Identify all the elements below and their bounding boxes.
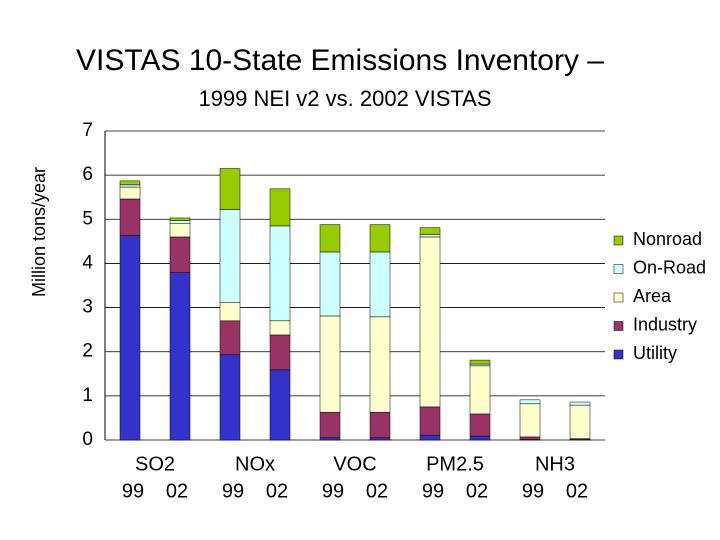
bar-segment [169, 236, 191, 273]
y-tick-label: 1 [82, 385, 93, 406]
x-tick-label: 99 [522, 480, 544, 502]
y-axis-title: Million tons/year [29, 167, 49, 297]
legend-label: Utility [633, 343, 677, 363]
bar-segment [119, 235, 141, 441]
legend-label: Area [633, 286, 672, 306]
group-label: PM2.5 [426, 453, 484, 475]
bar-segment [319, 315, 341, 413]
bar-segment [169, 272, 191, 441]
x-tick-label: 99 [422, 480, 444, 502]
legend-swatch [613, 292, 624, 303]
chart-subtitle: 1999 NEI v2 vs. 2002 VISTAS [198, 86, 491, 111]
y-tick-label: 3 [82, 297, 93, 318]
x-tick-label: 02 [266, 480, 288, 502]
bar-segment [269, 188, 291, 227]
x-tick-label: 99 [322, 480, 344, 502]
bar-segment [269, 334, 291, 371]
y-tick-label: 5 [82, 208, 93, 229]
bar-segment [419, 236, 441, 408]
bar-segment [369, 224, 391, 253]
bar-segment [219, 209, 241, 303]
bar-segment [119, 180, 141, 186]
group-label: SO2 [135, 453, 175, 475]
x-tick-label: 02 [566, 480, 588, 502]
x-tick-label: 02 [166, 480, 188, 502]
bar-segment [319, 251, 341, 317]
x-tick-label: 02 [466, 480, 488, 502]
bar-segment [469, 359, 491, 365]
bar-segment [519, 403, 541, 438]
bar-segment [369, 251, 391, 318]
bar-segment [319, 224, 341, 253]
y-tick-label: 2 [82, 341, 93, 362]
bar-segment [219, 302, 241, 322]
bar-segment [269, 369, 291, 441]
bar-segment [569, 404, 591, 439]
bar-segment [419, 234, 441, 238]
bar-segment [169, 217, 191, 221]
y-tick-label: 6 [82, 164, 93, 185]
bar-segment [119, 186, 141, 200]
bar-segment [119, 184, 141, 188]
y-tick-label: 7 [82, 120, 93, 141]
y-tick-label: 4 [82, 252, 93, 273]
legend-label: Nonroad [633, 229, 702, 249]
legend-swatch [613, 264, 624, 274]
chart-title: VISTAS 10-State Emissions Inventory – [76, 44, 604, 77]
bar-segment [519, 399, 541, 405]
bar-segment [269, 225, 291, 322]
bar-segment [319, 411, 341, 439]
bar-segment [369, 316, 391, 413]
y-tick-label: 0 [82, 429, 93, 450]
bar-segment [169, 223, 191, 238]
bar-segment [519, 436, 541, 440]
bar-segment [469, 435, 491, 441]
legend-swatch [613, 235, 624, 246]
bar-segment [219, 168, 241, 210]
bar-segment [369, 437, 391, 441]
bar-segment [219, 320, 241, 356]
bar-segment [269, 320, 291, 336]
legend-label: On-Road [633, 257, 706, 277]
bar-segment [469, 365, 491, 415]
bar-segment [469, 363, 491, 367]
group-label: NOx [235, 453, 275, 475]
bar-segment [319, 437, 341, 441]
bar-segment [369, 411, 391, 439]
bar-segment [419, 227, 441, 235]
bar-segment [119, 198, 141, 236]
x-tick-label: 02 [366, 480, 388, 502]
group-label: VOC [333, 453, 376, 475]
bar-segment [219, 354, 241, 441]
x-tick-label: 99 [122, 480, 144, 502]
legend-swatch [613, 349, 624, 360]
legend-label: Industry [633, 314, 697, 334]
bar-segment [169, 220, 191, 224]
x-tick-label: 99 [222, 480, 244, 502]
group-label: NH3 [535, 453, 575, 475]
bar-segment [419, 434, 441, 441]
bar-segment [419, 406, 441, 436]
bar-segment [469, 413, 491, 437]
bar-segment [569, 401, 591, 406]
legend-swatch [613, 321, 624, 331]
